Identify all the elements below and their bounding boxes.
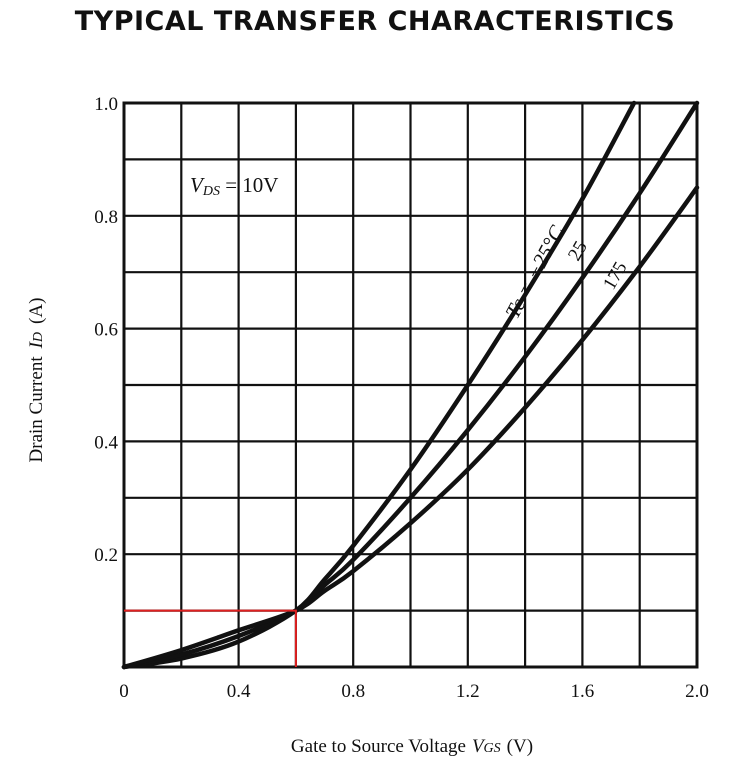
plot-frame <box>122 101 699 669</box>
x-tick-label: 2.0 <box>685 681 709 702</box>
x-tick-label: 0.4 <box>227 681 251 702</box>
red-reference-line <box>124 609 297 667</box>
x-tick-label: 0.8 <box>341 681 365 702</box>
y-tick-label: 0.8 <box>94 207 118 228</box>
x-tick-label: 1.6 <box>571 681 595 702</box>
annotation-lines <box>124 609 297 667</box>
series-line-25c <box>121 100 700 670</box>
y-axis-label: Drain Current ID (A) <box>26 298 47 463</box>
series-lines <box>121 100 700 670</box>
plot-border <box>122 101 699 669</box>
series-line-175c <box>121 185 700 670</box>
condition-subscript: DS <box>202 184 220 199</box>
series-line-minus25c <box>121 100 637 670</box>
x-axis-label-subscript: GS <box>484 741 501 756</box>
curve-label-25c: 25 <box>564 238 592 265</box>
y-tick-label: 0.2 <box>94 545 118 566</box>
condition-symbol: V <box>190 173 205 197</box>
x-axis-label: Gate to Source Voltage VGS (V) <box>291 736 533 757</box>
y-axis-label-main: Drain Current <box>26 356 47 463</box>
condition-label: VDS = 10V <box>190 173 278 199</box>
condition-value: = 10V <box>220 173 279 197</box>
chart-title: TYPICAL TRANSFER CHARACTERISTICS <box>74 6 676 37</box>
y-tick-labels: 0.2 0.4 0.6 0.8 1.0 <box>94 94 118 566</box>
y-axis-label-unit: (A) <box>26 298 47 324</box>
y-tick-label: 0.4 <box>94 432 118 453</box>
y-tick-label: 0.6 <box>94 320 118 341</box>
x-tick-label: 1.2 <box>456 681 480 702</box>
x-tick-label: 0 <box>119 681 129 702</box>
y-axis-label-symbol: I <box>26 340 47 349</box>
x-axis-label-symbol: V <box>472 736 486 757</box>
y-axis-label-subscript: D <box>31 332 46 343</box>
curve-label-175c: 175 <box>599 258 631 293</box>
x-tick-labels: 0 0.4 0.8 1.2 1.6 2.0 <box>119 681 709 702</box>
x-axis-label-unit: (V) <box>507 736 533 757</box>
x-axis-label-main: Gate to Source Voltage <box>291 736 466 757</box>
y-tick-label: 1.0 <box>94 94 118 115</box>
